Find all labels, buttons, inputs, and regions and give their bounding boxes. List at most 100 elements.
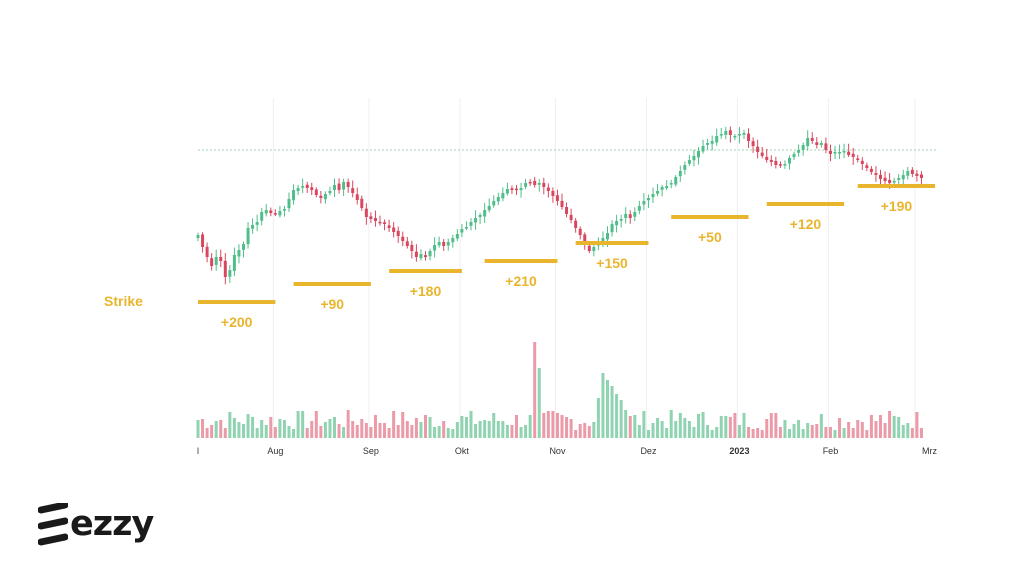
candle — [433, 245, 437, 251]
volume-bar — [724, 416, 728, 438]
volume-bar — [792, 424, 796, 438]
candle — [519, 188, 523, 191]
volume-bar — [496, 421, 500, 438]
candle — [797, 150, 801, 153]
volume-bar — [515, 415, 518, 438]
candle — [451, 238, 455, 243]
candle — [346, 181, 350, 187]
candle — [537, 183, 541, 185]
volume-bar — [378, 423, 382, 438]
candle — [860, 160, 864, 164]
volume-bar — [778, 427, 782, 438]
candle — [578, 228, 582, 235]
candle — [910, 169, 914, 174]
strike-value-label: +210 — [505, 273, 537, 289]
candle — [410, 244, 414, 251]
volume-bar — [815, 424, 819, 438]
volume-bar — [428, 417, 432, 438]
volume-bar — [833, 430, 837, 438]
candle — [355, 194, 359, 200]
candle — [824, 143, 828, 150]
volume-bar — [201, 419, 205, 438]
volume-bar — [706, 425, 710, 438]
volume-bar — [683, 418, 687, 438]
volume-bar — [737, 425, 741, 438]
volume-bar — [756, 428, 760, 438]
volume-bar — [292, 429, 296, 438]
volume-bar — [469, 411, 473, 438]
candle — [901, 175, 905, 180]
volume-bar — [828, 427, 832, 438]
strike-bar — [484, 259, 558, 263]
candle — [414, 251, 418, 257]
candle — [223, 260, 227, 277]
volume-bar — [319, 426, 323, 438]
volume-bar — [474, 424, 478, 438]
volume-bar — [219, 420, 223, 438]
strike-value-label: +90 — [320, 296, 344, 312]
candle — [314, 189, 318, 195]
volume-bar — [669, 410, 673, 438]
volume-bar — [510, 425, 514, 438]
volume-bar — [537, 368, 541, 438]
strike-bar — [293, 282, 371, 286]
candle — [333, 185, 336, 190]
candle — [282, 209, 286, 211]
candle — [196, 235, 200, 238]
candle — [296, 188, 300, 191]
candle — [515, 188, 518, 191]
volume-bar — [369, 427, 373, 438]
volume-bar — [542, 413, 546, 438]
x-tick-label: Dez — [640, 446, 657, 456]
candle — [592, 247, 596, 251]
volume-bar — [223, 428, 227, 438]
candle — [551, 190, 555, 196]
candle — [583, 234, 587, 245]
volume-bar — [342, 427, 346, 438]
volume-bar — [665, 428, 669, 438]
volume-bar — [901, 425, 905, 438]
candle — [464, 227, 468, 229]
candle — [674, 177, 678, 185]
candle — [405, 241, 409, 246]
volume-bar — [273, 427, 277, 438]
candle — [628, 214, 632, 218]
candle — [719, 134, 723, 136]
candle — [242, 244, 245, 250]
volume-bar — [774, 413, 778, 438]
volume-bar — [697, 414, 700, 438]
volume-bar — [451, 429, 455, 438]
volume-bar — [519, 427, 523, 438]
volume-bar — [278, 419, 282, 438]
strike-bar — [389, 269, 462, 273]
candle — [292, 190, 296, 201]
ezzy-logo-icon — [38, 503, 68, 546]
candle — [737, 134, 741, 136]
candle — [483, 210, 487, 217]
candle — [524, 183, 528, 187]
volume-bar — [392, 411, 396, 438]
volume-bar — [528, 415, 532, 438]
candle — [869, 168, 873, 172]
volume-bar — [560, 415, 564, 438]
volume-bar — [232, 418, 236, 438]
candle — [847, 151, 851, 155]
volume-bar — [328, 419, 332, 438]
candle — [360, 198, 364, 208]
volume-bar — [610, 386, 614, 438]
candle — [373, 217, 377, 221]
candle — [706, 143, 710, 145]
volume-bar — [747, 427, 751, 438]
candle — [228, 270, 232, 277]
volume-bar — [205, 428, 209, 438]
candle — [801, 145, 805, 151]
volume-bar — [410, 425, 414, 438]
volume-bar — [874, 421, 878, 438]
volume-bar — [765, 419, 769, 438]
strike-value-label: +50 — [698, 229, 722, 245]
volume-bar — [314, 411, 318, 438]
candle — [728, 130, 732, 135]
candle — [606, 233, 609, 240]
volume-bar — [674, 421, 678, 438]
